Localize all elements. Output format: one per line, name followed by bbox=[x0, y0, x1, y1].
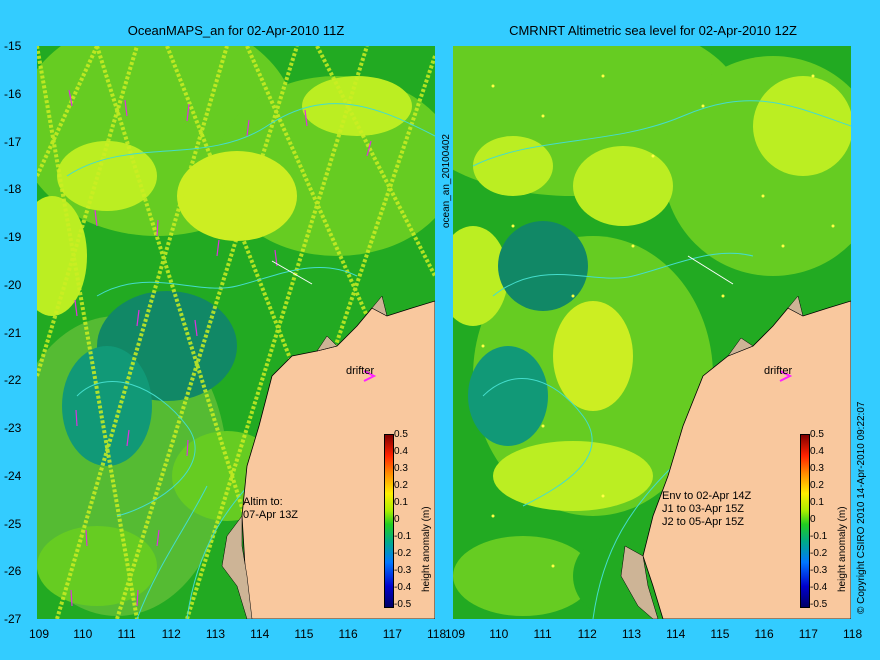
left-colorbar-tick: -0.2 bbox=[394, 548, 412, 559]
left-colorbar-tick: 0.2 bbox=[394, 480, 408, 491]
left-altimetry-note: Altim to: 07-Apr 13Z bbox=[243, 496, 299, 521]
height-anomaly-field bbox=[453, 46, 851, 616]
y-tick: -27 bbox=[4, 612, 22, 626]
left-map-panel bbox=[37, 46, 435, 619]
left-colorbar-tick: -0.3 bbox=[394, 565, 412, 576]
left-colorbar-tick: 0.4 bbox=[394, 446, 408, 457]
right-colorbar-tick: 0.3 bbox=[810, 463, 824, 474]
y-tick: -23 bbox=[4, 421, 22, 435]
y-tick: -24 bbox=[4, 468, 22, 483]
right-drifter-label: drifter bbox=[764, 365, 793, 377]
left-map-title: OceanMAPS_an for 02-Apr-2010 11Z bbox=[127, 23, 345, 38]
right-x-tick: 115 bbox=[710, 627, 730, 641]
left-x-tick: 115 bbox=[294, 627, 314, 641]
right-colorbar-tick: 0.4 bbox=[810, 446, 824, 457]
left-x-tick: 112 bbox=[161, 627, 181, 641]
left-x-tick: 113 bbox=[205, 627, 226, 641]
right-colorbar-tick: 0 bbox=[810, 514, 816, 525]
cross-section-line bbox=[687, 255, 734, 285]
y-tick: -16 bbox=[4, 86, 22, 101]
right-x-tick: 118 bbox=[843, 627, 863, 641]
left-colorbar-tick: 0 bbox=[394, 514, 400, 525]
current-arrows bbox=[68, 89, 372, 607]
right-colorbar-tick: -0.2 bbox=[810, 548, 828, 559]
copyright-label: © Copyright CSIRO 2010 14-Apr-2010 09:22… bbox=[856, 401, 867, 615]
right-colorbar-tick: 0.1 bbox=[810, 497, 824, 508]
right-x-tick: 114 bbox=[666, 627, 686, 641]
left-x-tick: 109 bbox=[29, 627, 50, 641]
right-colorbar bbox=[800, 434, 810, 608]
drifter-marker bbox=[363, 370, 377, 382]
right-x-tick: 113 bbox=[621, 627, 642, 641]
right-colorbar-tick: 0.2 bbox=[810, 480, 824, 491]
left-x-tick: 116 bbox=[338, 627, 358, 641]
right-colorbar-tick: -0.3 bbox=[810, 565, 828, 576]
left-x-tick: 111 bbox=[117, 627, 136, 641]
left-colorbar-tick: 0.5 bbox=[394, 429, 408, 440]
coastal-fringe bbox=[620, 295, 804, 619]
right-x-tick: 112 bbox=[577, 627, 597, 641]
right-x-tick: 109 bbox=[445, 627, 466, 641]
coastal-fringe bbox=[221, 295, 388, 619]
left-x-tick: 118 bbox=[427, 627, 447, 641]
y-tick: -15 bbox=[4, 39, 22, 53]
left-colorbar-tick: 0.1 bbox=[394, 497, 408, 508]
right-colorbar-label: height anomaly (m) bbox=[837, 506, 848, 592]
right-altimetry-note: Env to 02-Apr 14Z J1 to 03-Apr 15Z J2 to… bbox=[662, 490, 752, 528]
right-map-panel bbox=[453, 46, 851, 619]
left-colorbar-tick: -0.1 bbox=[394, 531, 412, 542]
right-x-tick: 117 bbox=[798, 627, 818, 641]
right-map-title: CMRNRT Altimetric sea level for 02-Apr-2… bbox=[509, 23, 797, 38]
right-x-tick: 116 bbox=[754, 627, 774, 641]
left-x-tick: 110 bbox=[73, 627, 93, 641]
left-x-tick: 117 bbox=[382, 627, 402, 641]
left-map-svg bbox=[37, 46, 435, 619]
y-tick: -26 bbox=[4, 564, 22, 579]
left-colorbar-tick: 0.3 bbox=[394, 463, 408, 474]
right-colorbar-tick: -0.1 bbox=[810, 531, 828, 542]
y-tick: -17 bbox=[4, 134, 22, 149]
left-side-label: ocean_an_20100402 bbox=[441, 134, 452, 228]
y-tick: -21 bbox=[4, 325, 22, 340]
left-drifter-label: drifter bbox=[346, 365, 375, 377]
left-x-tick: 114 bbox=[250, 627, 270, 641]
y-tick: -22 bbox=[4, 373, 22, 388]
left-colorbar bbox=[384, 434, 394, 608]
y-tick: -19 bbox=[4, 230, 22, 244]
y-tick: -18 bbox=[4, 182, 22, 197]
right-colorbar-tick: 0.5 bbox=[810, 429, 824, 440]
drifter-marker bbox=[779, 370, 793, 382]
observation-points bbox=[481, 74, 835, 568]
right-colorbar-tick: -0.4 bbox=[810, 582, 828, 593]
cross-section-line bbox=[271, 260, 313, 285]
left-colorbar-tick: -0.5 bbox=[394, 599, 412, 610]
right-x-tick: 111 bbox=[533, 627, 552, 641]
left-colorbar-label: height anomaly (m) bbox=[421, 506, 432, 592]
y-tick: -20 bbox=[4, 277, 22, 292]
left-colorbar-tick: -0.4 bbox=[394, 582, 412, 593]
right-colorbar-tick: -0.5 bbox=[810, 599, 828, 610]
right-map-svg bbox=[453, 46, 851, 619]
right-x-tick: 110 bbox=[489, 627, 509, 641]
y-tick: -25 bbox=[4, 516, 22, 531]
